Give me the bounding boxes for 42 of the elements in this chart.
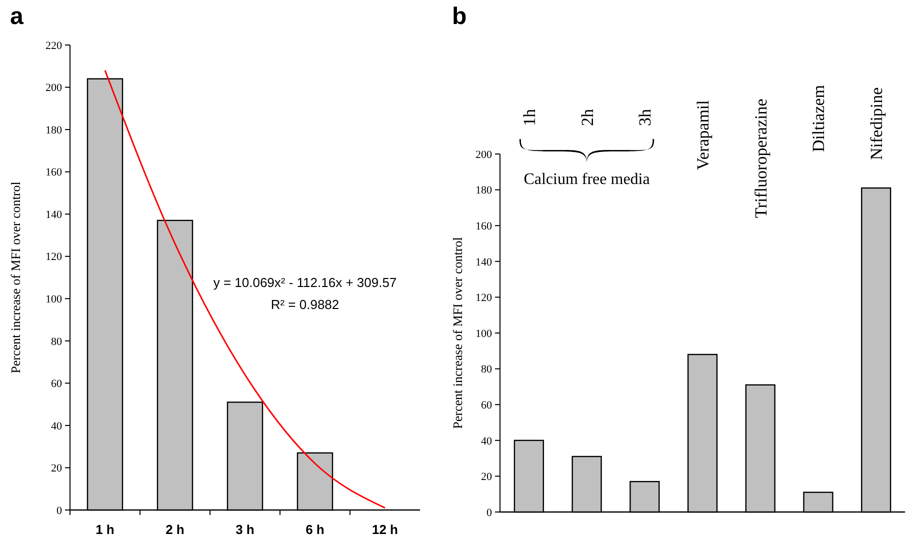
y-tick-label: 40 (51, 420, 62, 432)
x-tick-label: 3h (636, 108, 655, 126)
y-tick-label: 60 (481, 399, 492, 412)
y-tick-label: 160 (476, 220, 492, 232)
x-tick-label: Trifluoroperazine (751, 98, 770, 218)
y-tick-label: 120 (46, 251, 62, 264)
x-tick-label: 12 h (372, 522, 398, 537)
y-tick-label: 180 (46, 124, 62, 136)
chart-title: b (452, 3, 467, 30)
x-tick-label: 6 h (306, 522, 324, 537)
y-tick-label: 180 (476, 184, 492, 197)
x-tick-label: Nifedipine (867, 87, 886, 160)
x-tick-label: 1 h (96, 522, 114, 537)
y-tick-label: 100 (46, 293, 62, 306)
y-tick-label: 0 (486, 506, 492, 519)
annotation: R² = 0.9882 (270, 297, 340, 312)
annotation: y = 10.069x² - 112.16x + 309.57 (213, 275, 397, 290)
y-tick-label: 200 (476, 148, 492, 161)
y-tick-label: 20 (51, 462, 62, 475)
y-tick-label: 100 (476, 328, 492, 340)
y-tick-label: 200 (46, 82, 62, 94)
y-tick-label: 80 (481, 364, 492, 376)
y-axis-title: Percent increase of MFI over control (450, 236, 465, 429)
chart-title: a (10, 3, 24, 30)
y-tick-label: 140 (476, 256, 492, 268)
y-tick-label: 120 (476, 292, 492, 304)
x-tick-label: Diltiazem (809, 84, 828, 152)
x-tick-label: 3 h (236, 522, 254, 537)
y-tick-label: 60 (51, 378, 62, 390)
y-tick-label: 140 (46, 208, 62, 221)
x-tick-label: Verapamil (694, 100, 712, 170)
x-tick-label: 2 h (166, 522, 184, 537)
y-tick-label: 220 (46, 40, 62, 52)
y-tick-label: 40 (481, 435, 492, 448)
y-axis-title: Percent increase of MFI over control (8, 181, 23, 374)
annotation: Calcium free media (524, 171, 650, 188)
y-tick-label: 0 (56, 504, 62, 517)
x-tick-label: 1h (520, 108, 539, 126)
x-tick-label: 2h (578, 108, 597, 126)
y-tick-label: 20 (481, 471, 492, 484)
y-tick-label: 80 (51, 336, 62, 348)
y-tick-label: 160 (46, 166, 62, 179)
